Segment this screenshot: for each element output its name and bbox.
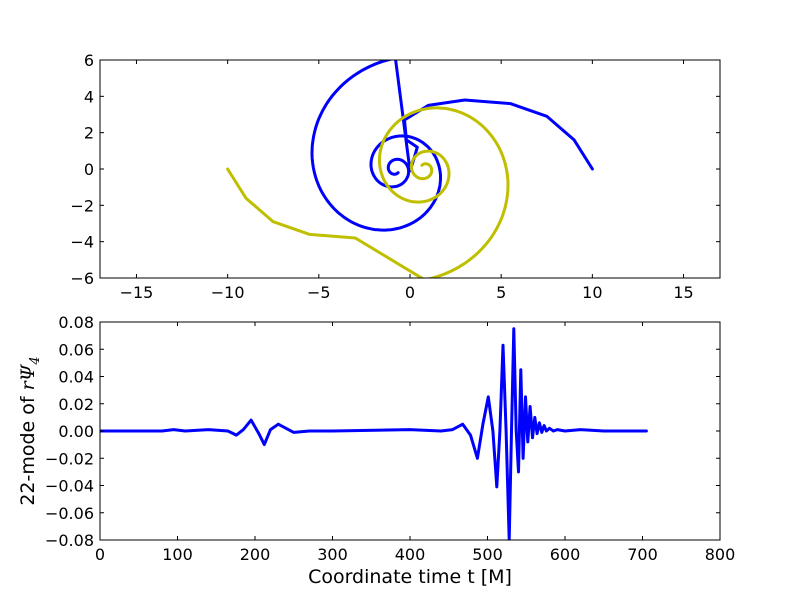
y-tick-label: 4: [84, 87, 94, 106]
y-tick-label: −6: [70, 269, 94, 288]
y-axis-label-subscript: 4: [28, 356, 43, 365]
x-tick-label: −10: [211, 283, 245, 302]
y-axis-label-prefix: 22-mode of: [17, 390, 39, 505]
x-tick-label: 400: [395, 545, 426, 564]
y-axis-label: 22-mode of rΨ4: [17, 356, 43, 505]
y-tick-label: 0.00: [58, 422, 94, 441]
y-tick-label: −0.08: [45, 531, 94, 550]
y-tick-label: −0.04: [45, 477, 94, 496]
x-tick-label: 700: [627, 545, 658, 564]
orbit-plot: −15 −10 −5 0 5 10 15 −6 −4 −2 0 2 4 6: [70, 51, 721, 302]
x-tick-label: 5: [496, 283, 506, 302]
x-tick-label: −5: [307, 283, 331, 302]
y-tick-label: 0.02: [58, 395, 94, 414]
x-tick-label: 800: [705, 545, 736, 564]
y-tick-label: 0.06: [58, 340, 94, 359]
y-tick-label: 6: [84, 51, 94, 70]
x-tick-label: 100: [162, 545, 193, 564]
y-axis-label-math: rΨ: [17, 363, 39, 390]
y-tick-label: 2: [84, 124, 94, 143]
x-tick-label: 600: [550, 545, 581, 564]
x-tick-label: 0: [405, 283, 415, 302]
x-tick-label: 500: [472, 545, 503, 564]
x-tick-label: 10: [582, 283, 602, 302]
y-tick-label: 0.08: [58, 313, 94, 332]
y-tick-label: −0.06: [45, 504, 94, 523]
waveform-plot: 0 100 200 300 400 500 600 700 800 −0.08 −0.06 −0.04…: [17, 313, 735, 588]
y-tick-label: −2: [70, 196, 94, 215]
x-tick-label: 0: [95, 545, 105, 564]
y-tick-label: −4: [70, 233, 94, 252]
x-tick-label: −15: [120, 283, 154, 302]
y-tick-label: −0.02: [45, 449, 94, 468]
y-tick-label: 0.04: [58, 368, 94, 387]
series-line-0: [100, 327, 648, 540]
x-tick-label: 300: [317, 545, 348, 564]
x-tick-label: 15: [673, 283, 693, 302]
series-line-0: [310, 60, 594, 232]
y-tick-label: 0: [84, 160, 94, 179]
x-tick-label: 200: [240, 545, 271, 564]
x-axis-label: Coordinate time t [M]: [308, 566, 512, 588]
series-line-1: [226, 106, 510, 278]
